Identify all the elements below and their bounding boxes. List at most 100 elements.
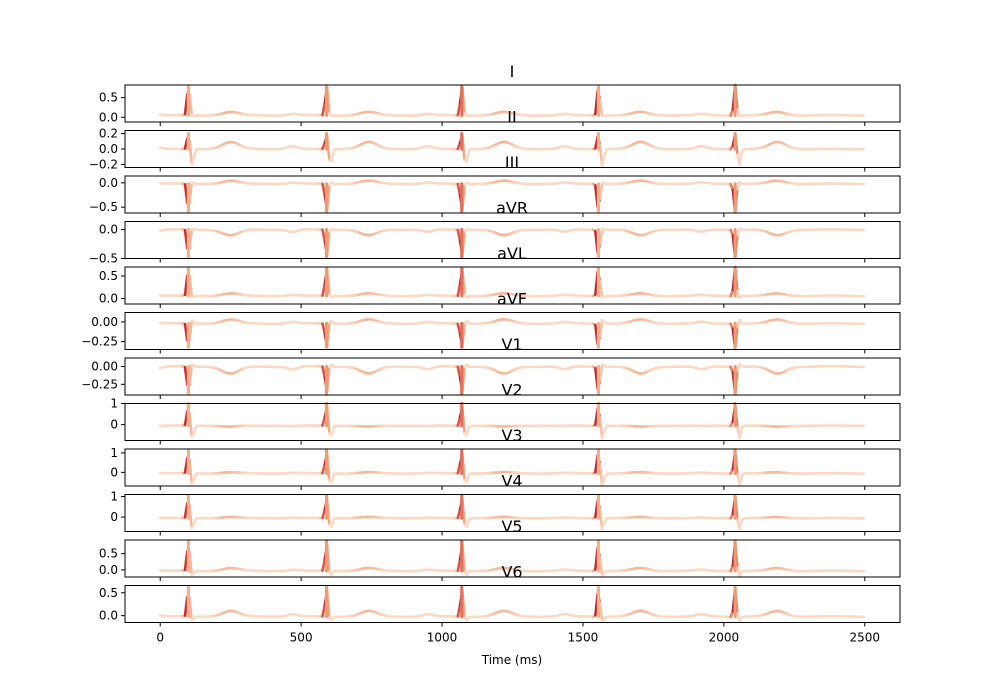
y-tick-label: −0.5 [89,200,118,214]
trace-segment [738,473,744,486]
series-trace-v4 [158,493,865,531]
lead-panel-v5: 0.0 0.5 V5 [99,517,901,581]
trace-segment [330,148,336,163]
lead-title: aVR [496,199,528,218]
plot-frame [124,448,901,487]
y-tick-label: 0.5 [99,269,118,283]
series-trace-v3 [158,448,865,486]
series-trace-v6 [158,585,865,623]
trace-segment [321,507,327,520]
lead-title: V1 [501,335,522,354]
lead-panel-v2: 0 1 V2 [110,381,901,445]
y-tick-label: 1 [110,490,118,504]
lead-panel-iii: −0.5 0.0 III [89,153,901,217]
x-tick-label: 1500 [568,631,599,645]
lead-title: aVF [497,290,527,309]
y-tick-label: −0.25 [81,377,118,391]
trace-segment [321,101,327,117]
lead-panel-avl: 0.0 0.5 aVL [99,244,901,308]
trace-segment [330,472,336,484]
y-tick-label: 0.0 [99,176,118,190]
trace-segment [321,462,327,475]
lead-title: V2 [501,381,522,400]
y-tick-label: 0.0 [99,223,118,237]
y-tick-label: 0 [110,465,118,479]
x-tick-label: 2500 [849,631,880,645]
lead-panel-avf: −0.25 0.00 aVF [81,290,901,354]
trace-segment [321,228,327,243]
plot-frame [124,585,901,623]
trace-segment [330,517,336,528]
x-axis: 0 500 1000 1500 2000 2500 [156,631,880,645]
y-tick-label: 0.00 [91,360,118,374]
lead-title: V6 [501,563,522,582]
trace-segment [321,182,327,197]
y-tick-label: 0.00 [91,315,118,329]
trace-segment [738,518,744,531]
x-tick-label: 0 [156,631,164,645]
x-tick-label: 2000 [709,631,740,645]
series-trace-ii [158,131,865,167]
trace-segment [456,415,462,427]
y-tick-label: 0.0 [99,609,118,623]
trace-segment [598,363,604,383]
y-tick-label: 0.2 [99,127,118,141]
trace-segment [321,365,327,379]
trace-segment [598,415,604,440]
trace-segment [456,228,462,243]
y-tick-label: 0.5 [99,91,118,105]
y-tick-label: −0.5 [89,252,118,266]
trace-segment [465,148,471,163]
lead-title: II [507,108,516,127]
x-tick-label: 1000 [427,631,458,645]
y-tick-label: 0.0 [99,563,118,577]
trace-segment [598,601,604,623]
trace-segment [598,279,604,299]
trace-segment [465,517,471,528]
y-tick-label: 1 [110,397,118,411]
trace-segment [321,603,327,618]
plot-frame [124,266,901,305]
trace-segment [321,322,327,336]
lead-panel-v1: −0.25 0.00 V1 [81,335,901,399]
lead-title: III [505,153,519,172]
series-trace-i [158,83,865,118]
plot-frame [124,84,901,123]
trace-segment [598,555,604,577]
lead-title: aVL [497,244,527,263]
y-tick-label: 0.5 [99,547,118,561]
y-tick-label: 0.0 [99,292,118,306]
trace-segment [192,148,198,159]
trace-segment [598,462,604,486]
trace-segment [456,101,462,117]
trace-segment [465,425,471,437]
trace-segment [456,282,462,298]
lead-panel-v4: 0 1 V4 [110,472,901,536]
trace-segment [321,557,327,572]
plot-frame [124,494,901,532]
trace-segment [456,322,462,336]
series-trace-v2 [158,401,865,440]
trace-segment [456,365,462,380]
trace-segment [598,97,604,118]
lead-title: I [510,62,515,81]
trace-segment [456,182,462,197]
plot-frame [124,221,901,259]
trace-segment [321,415,327,427]
y-tick-label: −0.2 [89,157,118,171]
lead-panel-avr: −0.5 0.0 aVR [89,199,901,266]
y-tick-label: 0 [110,510,118,524]
y-tick-label: 0.5 [99,586,118,600]
trace-segment [600,154,606,167]
y-tick-label: 0.0 [99,110,118,124]
trace-segment [456,508,462,520]
trace-segment [738,150,744,167]
lead-title: V3 [501,426,522,445]
trace-segment [456,603,462,618]
series-trace-iii [158,179,865,214]
y-tick-label: 0.0 [99,142,118,156]
series-trace-avr [158,227,865,259]
x-tick-label: 500 [290,631,313,645]
lead-panel-v3: 0 1 V3 [110,426,901,490]
lead-panel-v6: 0.0 0.5 V6 [99,563,901,627]
